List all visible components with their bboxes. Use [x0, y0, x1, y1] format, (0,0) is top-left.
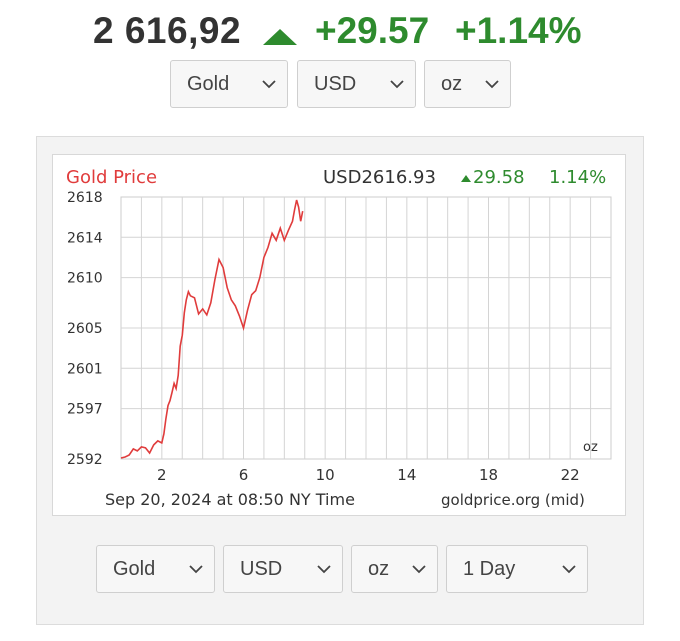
- unit-select-value: oz: [441, 73, 463, 95]
- chart-grid: [120, 196, 612, 460]
- chevron-down-icon: [262, 80, 276, 89]
- x-tick-label: 6: [239, 466, 249, 484]
- y-tick-label: 2614: [67, 230, 103, 246]
- x-axis-ticks: 2 6 10 14 18 22: [157, 466, 580, 484]
- unit-label: oz: [583, 440, 598, 455]
- metal-select-value: Gold: [187, 73, 230, 95]
- metal-select-top[interactable]: Gold: [170, 60, 288, 108]
- metal-select-bottom[interactable]: Gold: [96, 545, 215, 593]
- y-axis-ticks: 2592 2597 2601 2605 2610 2614 2618: [67, 190, 103, 468]
- chart-quote-change: 29.58: [473, 167, 525, 188]
- chart-box: Gold Price USD2616.93 29.58 1.14% 2592 25…: [52, 154, 626, 516]
- gold-price-chart: Gold Price USD2616.93 29.58 1.14% 259225…: [66, 167, 612, 509]
- chevron-down-icon: [562, 565, 576, 574]
- chart-source: goldprice.org (mid): [441, 491, 585, 509]
- y-tick-label: 2618: [67, 190, 103, 206]
- x-tick-label: 2: [157, 466, 167, 484]
- chart-quote-percent: 1.14%: [549, 167, 606, 188]
- currency-select-top[interactable]: USD: [297, 60, 416, 108]
- chevron-down-icon: [485, 80, 499, 89]
- chevron-down-icon: [390, 80, 404, 89]
- gold-price-line: [120, 199, 304, 459]
- y-tick-label: 2592: [67, 452, 103, 468]
- price-change-percent: +1.14%: [455, 10, 582, 51]
- triangle-up-icon: [263, 29, 297, 45]
- x-tick-label: 22: [561, 466, 580, 484]
- currency-select-value: USD: [240, 558, 283, 580]
- chart-timestamp: Sep 20, 2024 at 08:50 NY Time: [105, 490, 355, 509]
- range-select-bottom[interactable]: 1 Day: [446, 545, 588, 593]
- currency-select-bottom[interactable]: USD: [223, 545, 343, 593]
- unit-select-bottom[interactable]: oz: [351, 545, 438, 593]
- y-tick-label: 2597: [67, 402, 103, 418]
- y-tick-label: 2605: [67, 321, 103, 337]
- y-tick-label: 2610: [67, 271, 103, 287]
- x-tick-label: 14: [397, 466, 416, 484]
- current-price: 2 616,92: [93, 10, 242, 51]
- range-select-value: 1 Day: [463, 558, 516, 580]
- small-triangle-up-icon: [461, 175, 471, 182]
- price-header: 2 616,92 +29.57 +1.14%: [0, 10, 680, 56]
- chevron-down-icon: [412, 565, 426, 574]
- x-tick-label: 18: [479, 466, 498, 484]
- price-change: +29.57: [315, 10, 430, 51]
- unit-select-top[interactable]: oz: [424, 60, 511, 108]
- metal-select-value: Gold: [113, 558, 156, 580]
- chart-title: Gold Price: [66, 167, 157, 188]
- chevron-down-icon: [189, 565, 203, 574]
- chevron-down-icon: [317, 565, 331, 574]
- y-tick-label: 2601: [67, 361, 103, 377]
- x-tick-label: 10: [316, 466, 335, 484]
- unit-select-value: oz: [368, 558, 390, 580]
- chart-quote-price: USD2616.93: [323, 167, 436, 188]
- currency-select-value: USD: [314, 73, 357, 95]
